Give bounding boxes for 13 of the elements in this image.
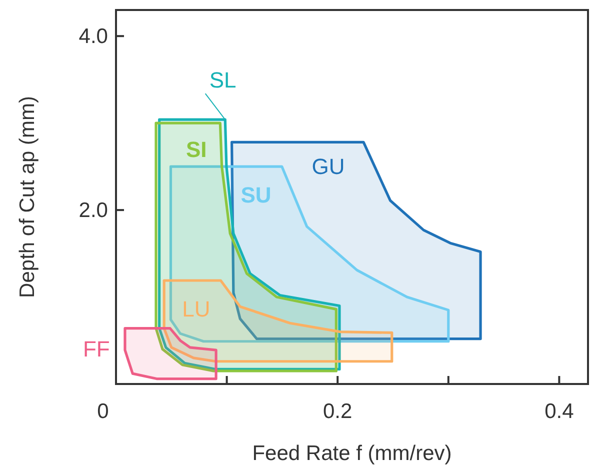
y-tick-label: 2.0 (78, 199, 108, 222)
x-tick-label: 0.2 (322, 400, 352, 423)
series-label: SL (209, 68, 236, 93)
series-label: GU (312, 154, 345, 180)
text: 4.0 (78, 25, 108, 48)
x-axis-title: Feed Rate f (mm/rev) (252, 442, 452, 465)
series-label: SU (240, 182, 272, 208)
series-label: SI (186, 137, 207, 162)
series-label: FF (82, 336, 110, 362)
y-axis-title: Depth of Cut ap (mm) (16, 96, 39, 298)
x-tick-label: 0.4 (544, 400, 574, 423)
series-label: LU (182, 296, 210, 322)
x-tick-label: 0 (97, 400, 109, 423)
